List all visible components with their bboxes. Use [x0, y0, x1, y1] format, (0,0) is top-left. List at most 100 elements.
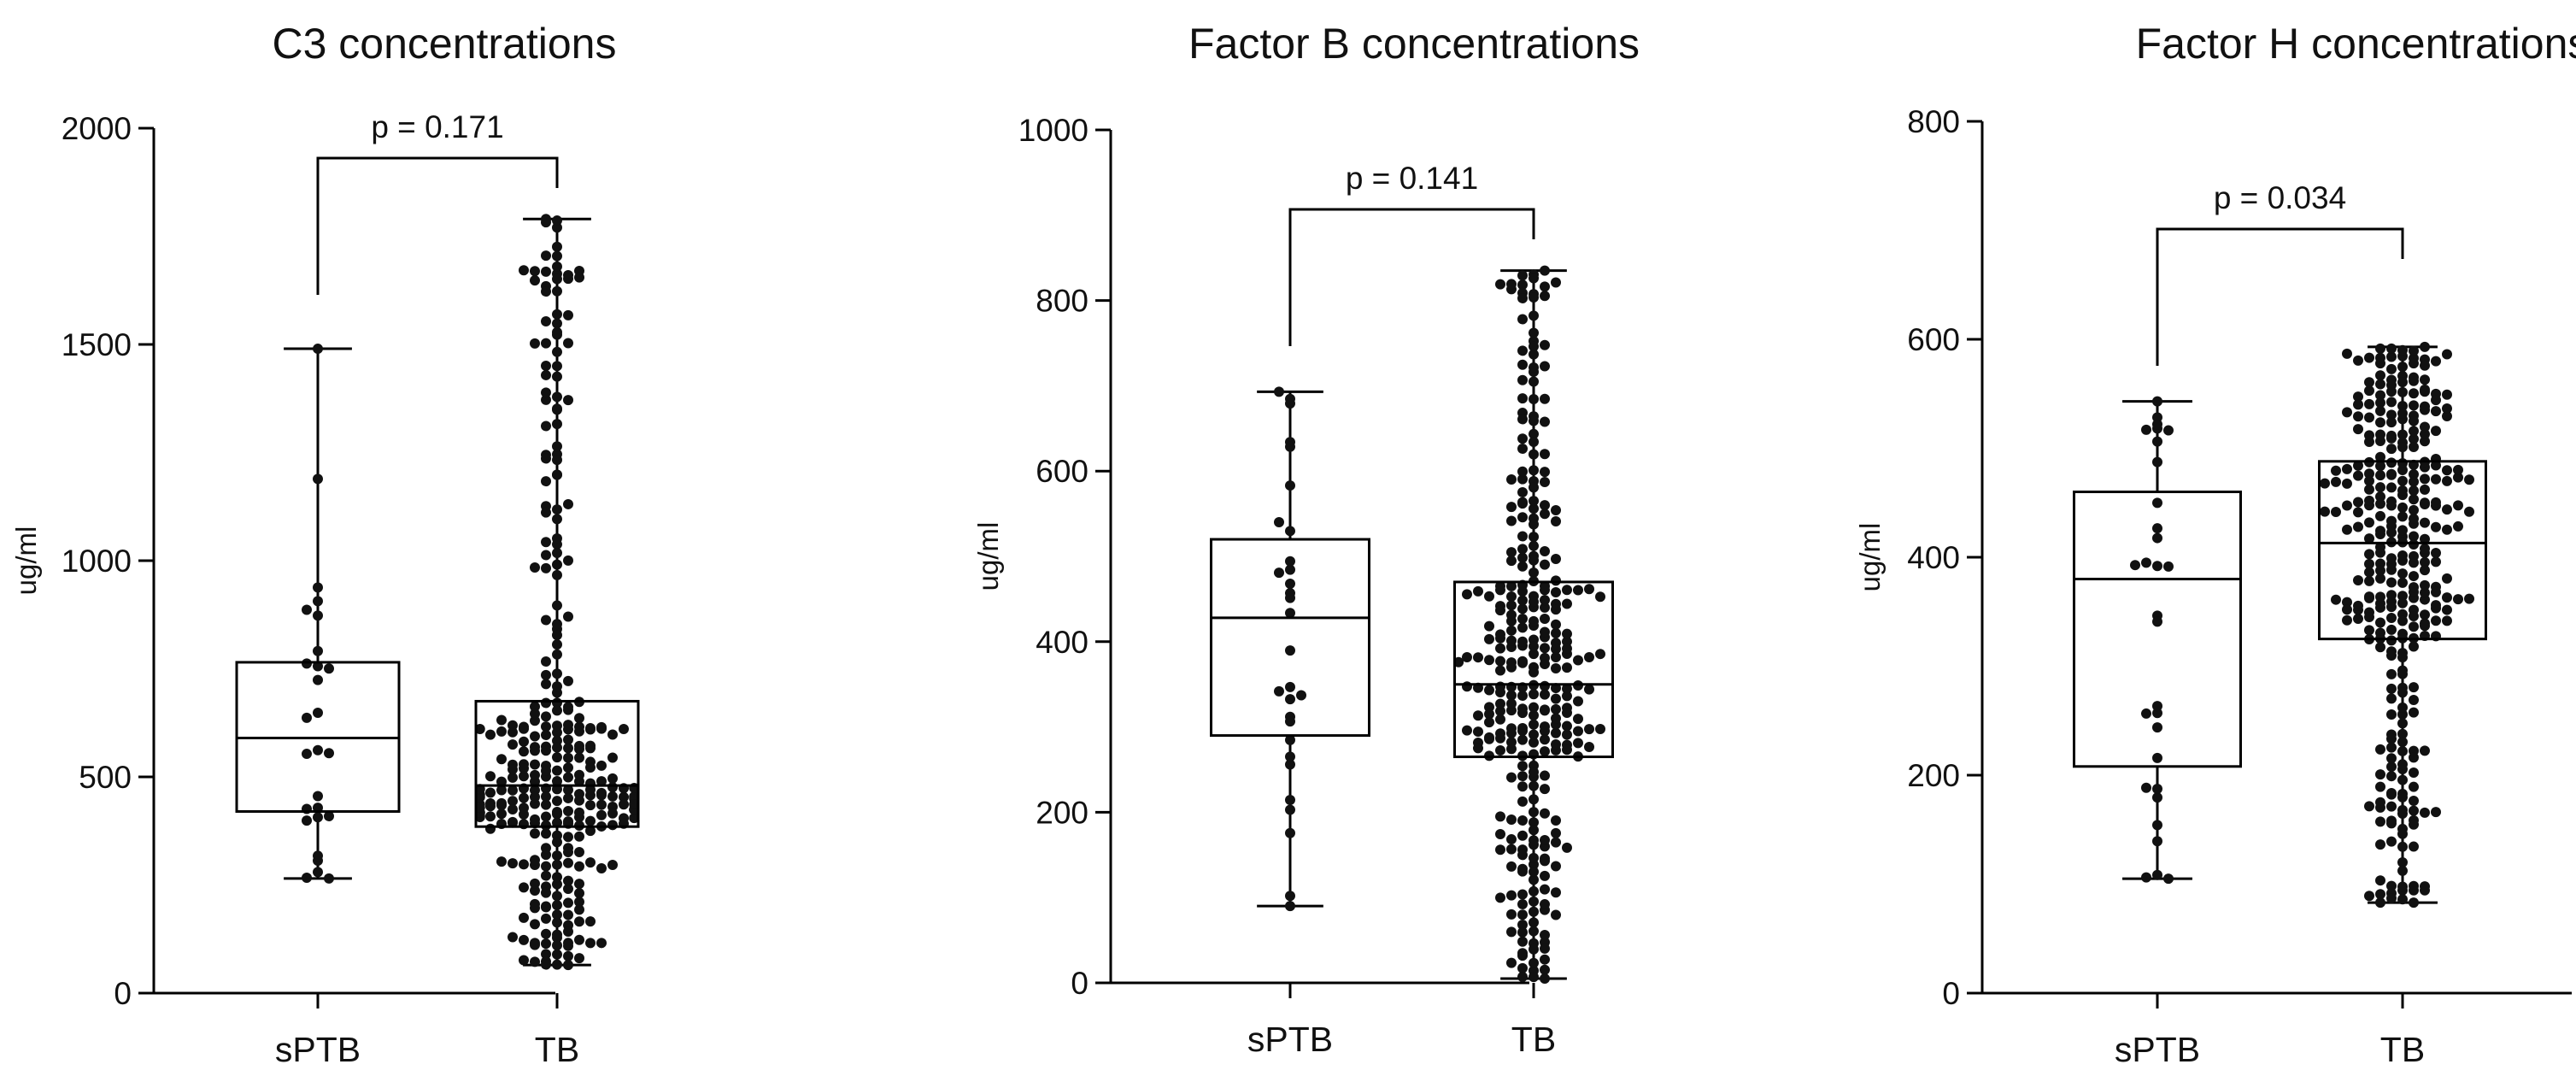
p-value-label: p = 0.034 — [2214, 180, 2346, 215]
data-point — [2409, 494, 2419, 505]
data-point — [1517, 345, 1528, 356]
data-point — [2152, 752, 2162, 763]
data-point — [1529, 349, 1539, 360]
data-point — [1517, 657, 1528, 668]
data-point — [2409, 388, 2419, 399]
data-point — [530, 562, 540, 573]
data-point — [1506, 515, 1517, 526]
data-point — [519, 746, 529, 757]
data-point — [1274, 386, 1284, 397]
data-point — [1562, 729, 1572, 740]
data-point — [1551, 586, 1561, 597]
data-point — [563, 960, 573, 971]
data-point — [2409, 441, 2419, 452]
data-point — [485, 811, 496, 822]
data-point — [2386, 602, 2397, 613]
data-point — [313, 344, 323, 355]
data-point — [552, 532, 562, 544]
data-point — [313, 867, 323, 878]
data-point — [629, 813, 640, 824]
data-point — [508, 858, 518, 869]
data-point — [2375, 470, 2385, 481]
data-point — [1551, 837, 1561, 848]
data-point — [1529, 957, 1539, 968]
data-point — [1517, 909, 1528, 920]
data-point — [1517, 603, 1528, 615]
data-point — [1495, 580, 1505, 591]
data-point — [496, 809, 507, 820]
data-point — [1517, 636, 1528, 647]
data-point — [574, 879, 584, 890]
data-point — [2409, 538, 2419, 550]
data-point — [1517, 926, 1528, 938]
data-point — [2364, 468, 2374, 479]
data-point — [541, 928, 551, 939]
data-point — [2397, 568, 2408, 579]
data-point — [1540, 870, 1550, 881]
data-point — [2420, 497, 2430, 509]
data-point — [496, 776, 507, 787]
data-point — [2420, 881, 2430, 892]
data-point — [1517, 393, 1528, 404]
data-point — [2353, 497, 2363, 508]
data-point — [1529, 896, 1539, 907]
data-point — [2420, 401, 2430, 412]
data-point — [552, 720, 562, 732]
data-point — [2375, 573, 2385, 584]
data-point — [2409, 400, 2419, 411]
data-point — [2431, 521, 2441, 532]
data-point — [2386, 430, 2397, 441]
data-point — [2375, 875, 2385, 886]
data-point — [2409, 694, 2419, 705]
data-point — [2397, 429, 2408, 440]
data-point — [313, 707, 323, 718]
data-point — [2152, 722, 2162, 733]
data-point — [1562, 643, 1572, 654]
data-point — [1484, 633, 1494, 644]
data-point — [530, 919, 540, 930]
data-point — [530, 709, 540, 720]
data-point — [596, 721, 607, 732]
data-point — [519, 265, 529, 276]
data-point — [1517, 866, 1528, 877]
data-point — [2409, 819, 2419, 830]
data-point — [2364, 517, 2374, 528]
data-point — [1529, 817, 1539, 828]
data-point — [1495, 714, 1505, 725]
data-point — [541, 550, 551, 561]
data-point — [2409, 485, 2419, 497]
data-point — [2431, 497, 2441, 508]
data-point — [552, 250, 562, 262]
data-point — [2442, 524, 2452, 535]
data-point — [1285, 564, 1295, 575]
data-point — [563, 675, 573, 686]
data-point — [1540, 973, 1550, 985]
data-point — [2409, 641, 2419, 652]
data-point — [1529, 540, 1539, 551]
data-point — [563, 792, 573, 803]
data-point — [2420, 484, 2430, 495]
data-point — [313, 661, 323, 672]
data-point — [563, 309, 573, 320]
data-point — [530, 338, 540, 349]
data-point — [1529, 615, 1539, 626]
data-point — [2397, 401, 2408, 412]
data-point — [2442, 411, 2452, 422]
data-point — [1529, 709, 1539, 720]
data-point — [596, 862, 607, 873]
data-point — [508, 796, 518, 807]
data-point — [1495, 732, 1505, 744]
box-tb — [474, 699, 640, 828]
data-point — [1285, 795, 1295, 806]
box-tb — [2318, 460, 2487, 641]
data-point — [2152, 419, 2162, 430]
data-point — [2420, 421, 2430, 432]
data-point — [2397, 362, 2408, 373]
data-point — [508, 764, 518, 775]
y-tick-label: 400 — [1036, 625, 1088, 660]
data-point — [552, 455, 562, 466]
data-point — [607, 782, 618, 793]
data-point — [508, 932, 518, 943]
data-point — [1517, 561, 1528, 572]
data-point — [1551, 861, 1561, 872]
